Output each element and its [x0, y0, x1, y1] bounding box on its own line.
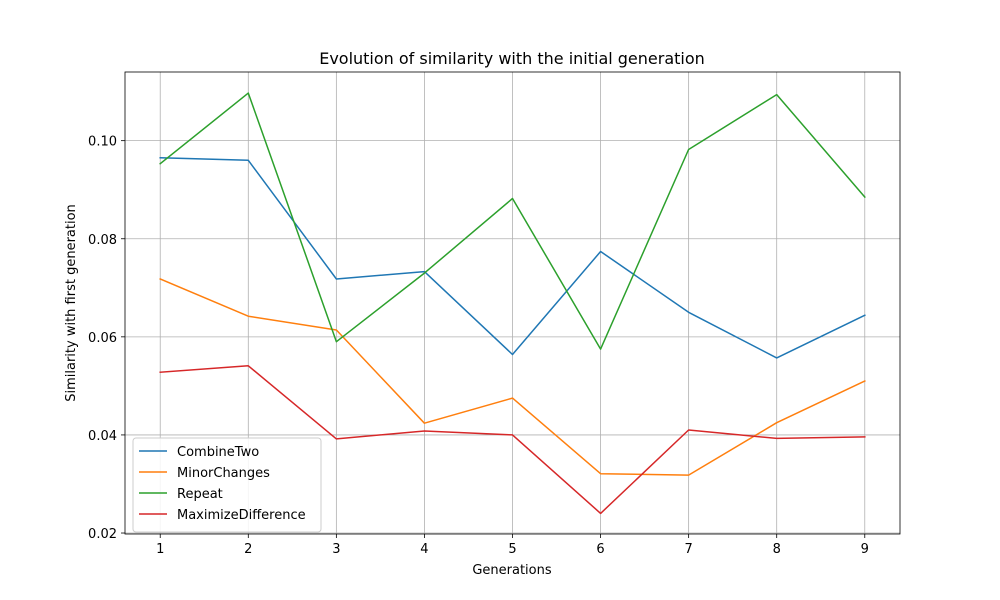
- y-tick-label: 0.02: [88, 527, 117, 542]
- legend-label-maximize-difference: MaximizeDifference: [177, 508, 306, 523]
- x-tick-label: 5: [508, 542, 516, 557]
- legend-label-repeat: Repeat: [177, 487, 223, 502]
- series-line-repeat: [159, 92, 866, 350]
- x-tick-label: 4: [420, 542, 428, 557]
- legend-label-minor-changes: MinorChanges: [177, 466, 270, 481]
- x-tick-label: 2: [244, 542, 252, 557]
- legend: CombineTwo MinorChanges Repeat MaximizeDiff…: [132, 437, 322, 533]
- legend-label-combine-two: CombineTwo: [177, 445, 259, 460]
- y-tick-label: 0.06: [88, 331, 117, 346]
- series-line-combine-two: [159, 157, 866, 359]
- series-layer: [159, 92, 866, 515]
- legend-box: [132, 437, 322, 533]
- x-tick-label: 9: [861, 542, 869, 557]
- ticks-layer: 1 2 3 4 5 6 7 8 9 0.02 0.04 0.06 0.08 0.10: [88, 135, 869, 557]
- y-tick-label: 0.10: [88, 135, 117, 150]
- x-tick-label: 8: [773, 542, 781, 557]
- x-tick-label: 1: [156, 542, 164, 557]
- series-line-maximize-difference: [159, 365, 866, 515]
- x-axis-label: Generations: [472, 563, 552, 578]
- x-tick-label: 7: [684, 542, 692, 557]
- x-tick-label: 6: [596, 542, 604, 557]
- y-axis-label: Similarity with first generation: [64, 204, 79, 402]
- chart-title: Evolution of similarity with the initial…: [319, 49, 705, 68]
- series-line-minor-changes: [159, 278, 866, 476]
- y-tick-label: 0.04: [88, 429, 117, 444]
- x-tick-label: 3: [332, 542, 340, 557]
- y-tick-label: 0.08: [88, 233, 117, 248]
